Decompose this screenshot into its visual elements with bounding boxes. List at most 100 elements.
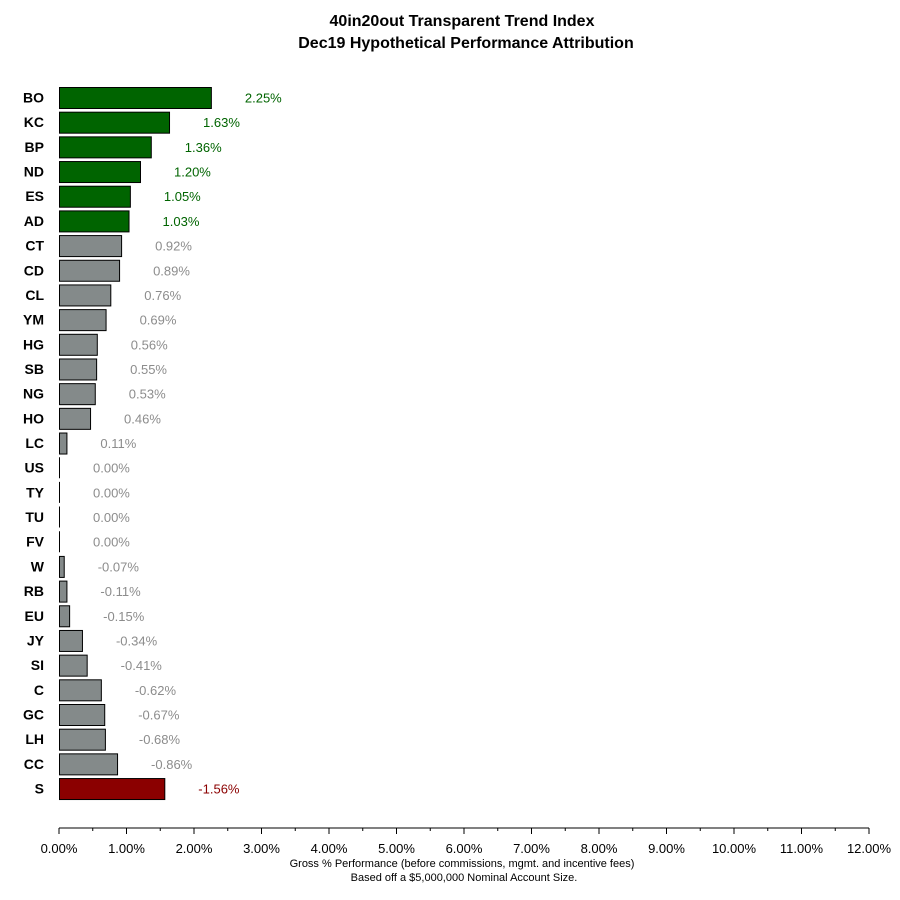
category-label: RB: [24, 583, 44, 599]
bar: [59, 111, 171, 134]
category-label: ND: [24, 164, 44, 180]
bars-group: BO 2.25% KC 1.63% BP 1.36% ND 1.20% ES 1.05% AD 1.0…: [23, 87, 282, 801]
value-label: 0.55%: [130, 362, 167, 377]
bar: [59, 87, 212, 109]
value-label: 0.11%: [100, 436, 136, 451]
bar: [59, 136, 152, 159]
bar: [59, 407, 92, 430]
category-label: SB: [25, 361, 44, 377]
x-tick-label: 4.00%: [311, 841, 348, 856]
account-size-note: Based off a $5,000,000 Nominal Account S…: [351, 872, 578, 884]
value-label: 1.05%: [164, 189, 201, 204]
bar: [59, 629, 83, 652]
bar: [59, 605, 71, 628]
bar: [59, 383, 96, 406]
x-tick-label: 3.00%: [243, 841, 280, 856]
value-label: 0.69%: [140, 313, 177, 328]
value-label: -0.41%: [121, 658, 163, 673]
value-label: 0.00%: [93, 510, 130, 525]
x-tick-label: 2.00%: [176, 841, 213, 856]
value-label: 0.56%: [131, 337, 168, 352]
bar: [59, 161, 141, 184]
category-label: CC: [24, 756, 44, 772]
x-tick-label: 6.00%: [446, 841, 483, 856]
value-label: 2.25%: [245, 91, 282, 106]
category-label: FV: [26, 534, 45, 550]
category-label: JY: [27, 632, 45, 648]
bar: [59, 185, 131, 208]
x-tick-label: 1.00%: [108, 841, 145, 856]
value-label: 0.89%: [153, 263, 190, 278]
value-label: -0.86%: [151, 757, 193, 772]
value-label: -0.11%: [100, 584, 141, 599]
x-tick-label: 10.00%: [712, 841, 757, 856]
category-label: YM: [23, 312, 44, 328]
bar: [59, 432, 68, 455]
value-label: 1.20%: [174, 165, 211, 180]
x-axis: 0.00% 1.00% 2.00% 3.00% 4.00% 5.00% 6.00% 7.00%…: [41, 827, 892, 856]
value-label: -0.62%: [135, 683, 177, 698]
value-label: -0.15%: [103, 609, 145, 624]
value-label: 1.63%: [203, 115, 240, 130]
bar: [59, 679, 102, 702]
category-label: EU: [25, 608, 44, 624]
category-label: KC: [24, 114, 44, 130]
bar: [59, 333, 98, 356]
category-label: TY: [26, 484, 45, 500]
category-label: AD: [24, 213, 44, 229]
bar: [59, 235, 123, 258]
bar: [59, 728, 106, 751]
value-label: 0.92%: [155, 239, 192, 254]
x-tick-label: 12.00%: [847, 841, 892, 856]
chart-title: 40in20out Transparent Trend Index: [330, 13, 595, 30]
value-label: 1.03%: [163, 214, 200, 229]
value-label: 0.00%: [93, 485, 130, 500]
bar: [59, 778, 166, 801]
category-label: ES: [25, 188, 44, 204]
category-label: GC: [23, 707, 44, 723]
x-tick-label: 5.00%: [378, 841, 415, 856]
bar: [59, 555, 65, 578]
x-tick-label: 8.00%: [581, 841, 618, 856]
category-label: W: [31, 558, 45, 574]
value-label: 1.36%: [185, 140, 222, 155]
value-label: -0.07%: [98, 559, 140, 574]
category-label: TU: [25, 509, 44, 525]
category-label: CL: [25, 287, 44, 303]
x-axis-label: Gross % Performance (before commissions,…: [290, 858, 635, 870]
bar: [59, 753, 119, 776]
bar: [59, 358, 98, 381]
bar: [59, 704, 106, 726]
value-label: -0.34%: [116, 633, 158, 648]
category-label: HG: [23, 336, 44, 352]
category-label: HO: [23, 410, 44, 426]
value-label: 0.00%: [93, 535, 130, 550]
category-label: LH: [25, 731, 44, 747]
category-label: CT: [25, 238, 44, 254]
category-label: SI: [31, 657, 44, 673]
x-tick-label: 9.00%: [648, 841, 685, 856]
x-tick-label: 11.00%: [780, 841, 824, 856]
chart-subtitle: Dec19 Hypothetical Performance Attributi…: [298, 35, 633, 52]
value-label: 0.00%: [93, 461, 130, 476]
category-label: CD: [24, 262, 44, 278]
x-tick-label: 0.00%: [41, 841, 78, 856]
value-label: 0.53%: [129, 387, 166, 402]
category-label: BP: [25, 139, 44, 155]
category-label: BO: [23, 90, 44, 106]
value-label: -0.67%: [138, 708, 180, 723]
x-tick-label: 7.00%: [513, 841, 550, 856]
value-label: -0.68%: [139, 732, 181, 747]
category-label: US: [25, 460, 44, 476]
bar: [59, 580, 68, 603]
category-label: S: [35, 781, 44, 797]
bar: [59, 309, 107, 332]
bar: [59, 210, 130, 233]
value-label: 0.46%: [124, 411, 161, 426]
category-label: C: [34, 682, 44, 698]
bar: [59, 259, 121, 282]
bar: [59, 654, 88, 677]
category-label: LC: [25, 435, 44, 451]
bar: [59, 284, 112, 307]
